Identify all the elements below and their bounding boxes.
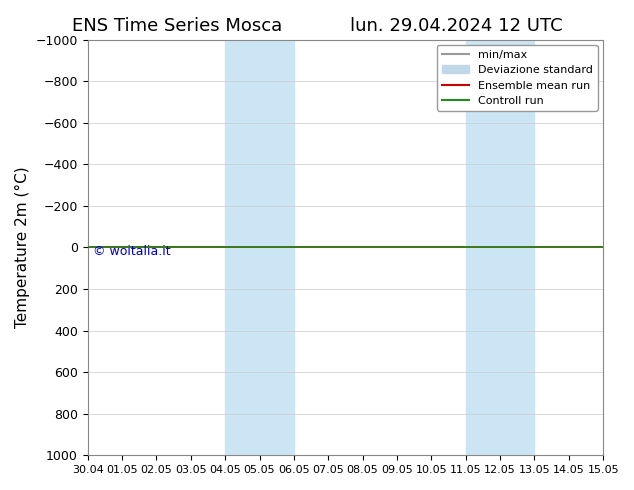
Text: ENS Time Series Mosca: ENS Time Series Mosca xyxy=(72,17,283,35)
Text: lun. 29.04.2024 12 UTC: lun. 29.04.2024 12 UTC xyxy=(350,17,563,35)
Legend: min/max, Deviazione standard, Ensemble mean run, Controll run: min/max, Deviazione standard, Ensemble m… xyxy=(437,45,598,111)
Text: © woitalia.it: © woitalia.it xyxy=(93,245,171,258)
Y-axis label: Temperature 2m (°C): Temperature 2m (°C) xyxy=(15,167,30,328)
Bar xyxy=(225,40,294,455)
Bar xyxy=(466,40,534,455)
